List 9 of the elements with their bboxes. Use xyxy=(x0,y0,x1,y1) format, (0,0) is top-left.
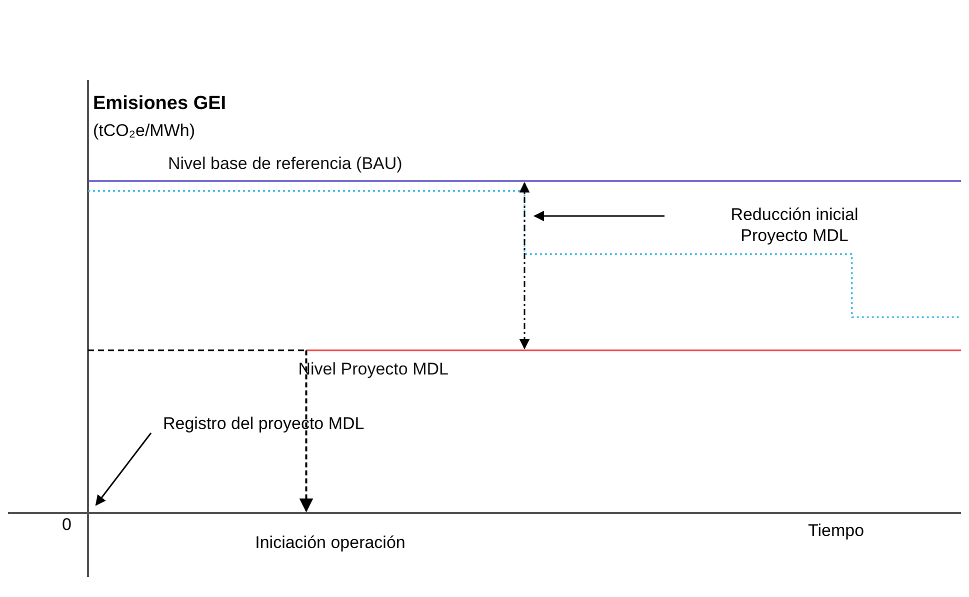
y-axis-title: (tCO₂e/MWh) xyxy=(93,121,195,140)
annotation: Registro del proyecto MDL xyxy=(163,414,364,433)
series-label: Nivel base de referencia (BAU) xyxy=(168,154,402,173)
text: 0 xyxy=(62,515,72,534)
series-label: Nivel Proyecto MDL xyxy=(298,359,448,378)
annotation: Reducción inicial Proyecto MDL xyxy=(730,205,858,245)
x-axis-title: Tiempo xyxy=(808,521,864,540)
chart-title: Emisiones GEI xyxy=(93,93,226,114)
text: Iniciación operación xyxy=(255,533,406,552)
